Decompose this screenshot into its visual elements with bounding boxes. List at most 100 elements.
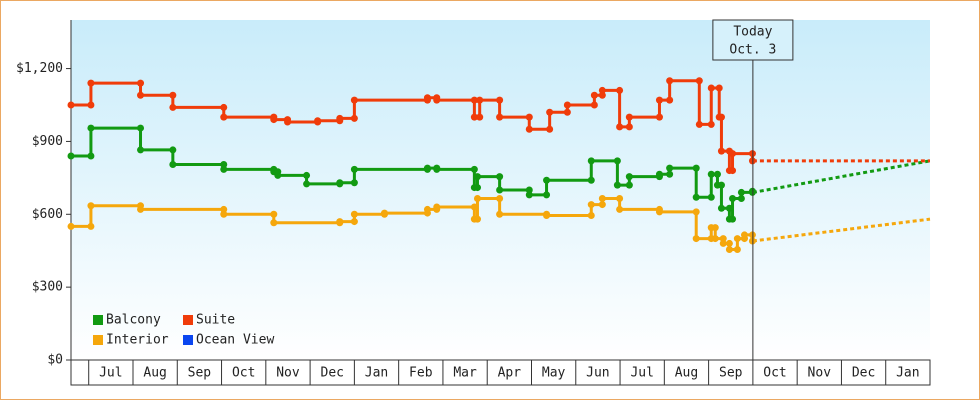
price-point [692,235,700,243]
x-tick-label: Dec [852,366,875,381]
price-point [336,218,344,226]
price-point [543,212,551,219]
price-point [525,191,533,199]
step-corner [717,181,725,189]
price-point [655,208,663,216]
price-point [67,101,75,109]
price-point [563,101,571,109]
step-corner [625,123,633,131]
price-point [433,96,441,104]
price-point [613,181,621,189]
price-point [423,94,431,102]
step-corner [87,222,95,230]
step-corner [496,96,504,104]
price-point [590,91,598,99]
legend-swatch [183,315,193,325]
step-corner [169,146,177,154]
step-corner [719,235,727,243]
step-corner [713,170,721,178]
step-corner [695,77,703,85]
price-point [692,193,700,201]
legend-swatch [183,335,193,345]
x-tick-label: Nov [808,366,832,381]
y-tick-label: $900 [32,134,63,149]
price-point [496,186,504,194]
step-corner [470,165,478,173]
legend-swatch [93,315,103,325]
step-corner [496,173,504,181]
price-point [598,86,606,94]
step-corner [590,101,598,109]
price-point [616,205,624,213]
x-tick-label: Sep [719,366,743,381]
price-point [470,113,478,121]
x-tick-label: Jan [896,366,919,381]
price-point [616,123,624,131]
price-point [87,202,95,210]
x-tick-label: Jan [365,366,388,381]
price-point [725,246,733,253]
price-point [87,124,95,132]
price-point [655,96,663,104]
price-point [137,91,145,99]
price-point [67,222,75,230]
price-point [314,117,322,125]
step-corner [476,113,484,121]
step-corner [473,215,481,223]
price-point [729,150,737,158]
step-corner [220,205,228,213]
x-tick-label: May [542,366,566,381]
x-tick-label: Mar [453,366,477,381]
step-corner [655,113,663,121]
price-point [625,173,633,181]
step-corner [737,195,745,202]
price-point [380,209,388,217]
legend-label: Suite [196,313,235,328]
step-corner [666,96,674,104]
y-tick-label: $1,200 [16,61,63,76]
step-corner [470,96,478,104]
price-point [270,116,278,124]
price-point [587,157,595,165]
price-point [433,203,441,211]
step-corner [87,152,95,160]
price-point [666,77,674,85]
step-corner [725,204,733,212]
price-point [433,165,441,173]
step-corner [598,91,606,99]
price-point [655,170,663,178]
x-axis-strip [70,359,931,386]
price-point [525,125,533,133]
y-tick-label: $600 [32,207,63,222]
price-point [473,195,481,202]
step-corner [350,114,358,122]
today-label: Oct. 3 [729,43,776,58]
price-point [546,108,554,116]
step-corner [729,215,737,223]
x-tick-label: Feb [409,366,433,381]
price-point [496,210,504,218]
step-corner [725,239,733,247]
step-corner [137,124,145,132]
price-point [737,188,745,196]
x-tick-label: Jun [586,366,609,381]
x-tick-label: Jul [630,366,653,381]
price-point [496,113,504,121]
today-label: Today [733,25,772,40]
step-corner [543,191,551,199]
x-tick-label: Aug [675,366,698,381]
step-corner [525,186,533,194]
price-point [137,146,145,154]
price-point [543,176,551,184]
x-tick-label: Apr [498,366,522,381]
price-point [350,165,358,173]
legend-swatch [93,335,103,345]
step-corner [350,218,358,226]
step-corner [715,84,723,92]
x-tick-label: Oct [763,366,786,381]
step-corner [470,203,478,211]
price-point [137,205,145,213]
step-corner [137,79,145,87]
price-point [423,164,431,172]
